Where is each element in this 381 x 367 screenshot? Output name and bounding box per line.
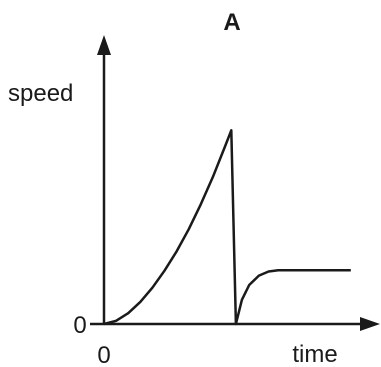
- y-axis-label: speed: [8, 80, 73, 107]
- x-tick-label-0: 0: [97, 342, 110, 367]
- x-axis-arrow: [360, 317, 380, 331]
- y-axis-arrow: [97, 35, 111, 55]
- chart-title: A: [223, 9, 240, 36]
- x-axis-label: time: [292, 341, 337, 367]
- y-tick-label-0: 0: [73, 312, 86, 339]
- speed-line-series-0: [103, 129, 351, 326]
- series-layer: [103, 129, 351, 326]
